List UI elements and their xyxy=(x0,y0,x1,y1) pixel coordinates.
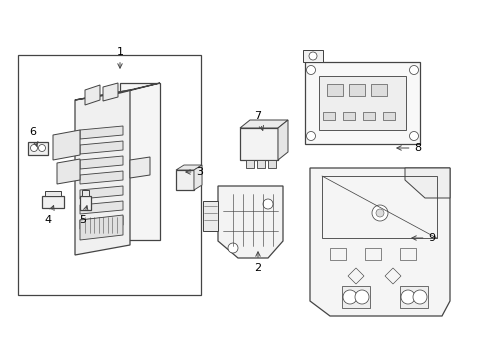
Bar xyxy=(305,62,419,144)
Polygon shape xyxy=(75,83,160,100)
Circle shape xyxy=(39,144,45,152)
Polygon shape xyxy=(57,159,80,184)
Text: 7: 7 xyxy=(254,111,263,130)
Polygon shape xyxy=(103,83,118,101)
Bar xyxy=(362,112,374,120)
Circle shape xyxy=(375,209,383,217)
Circle shape xyxy=(306,66,315,75)
Polygon shape xyxy=(82,190,89,196)
Polygon shape xyxy=(85,85,100,105)
Bar xyxy=(326,84,342,96)
Polygon shape xyxy=(80,141,123,154)
Polygon shape xyxy=(130,157,150,178)
Polygon shape xyxy=(309,168,449,316)
Polygon shape xyxy=(399,286,427,308)
Polygon shape xyxy=(80,186,123,199)
Polygon shape xyxy=(257,160,264,168)
Polygon shape xyxy=(176,165,202,170)
Text: 4: 4 xyxy=(44,206,54,225)
Polygon shape xyxy=(120,83,160,240)
Text: 2: 2 xyxy=(254,252,261,273)
Polygon shape xyxy=(341,286,369,308)
Polygon shape xyxy=(80,215,123,240)
Polygon shape xyxy=(240,120,287,128)
Polygon shape xyxy=(45,191,61,196)
Text: 5: 5 xyxy=(80,206,88,225)
Polygon shape xyxy=(80,201,123,214)
Circle shape xyxy=(263,199,272,209)
Bar xyxy=(342,112,354,120)
Circle shape xyxy=(308,52,316,60)
Circle shape xyxy=(227,243,238,253)
Text: 3: 3 xyxy=(185,167,203,177)
Polygon shape xyxy=(267,160,275,168)
Circle shape xyxy=(354,290,368,304)
Bar xyxy=(348,84,364,96)
Text: 6: 6 xyxy=(29,127,38,146)
Text: 8: 8 xyxy=(396,143,421,153)
Circle shape xyxy=(400,290,414,304)
Circle shape xyxy=(412,290,426,304)
Text: 9: 9 xyxy=(411,233,435,243)
Bar xyxy=(329,248,346,260)
Circle shape xyxy=(342,290,356,304)
Bar xyxy=(321,176,436,238)
Polygon shape xyxy=(53,130,80,160)
Polygon shape xyxy=(42,196,64,208)
Polygon shape xyxy=(80,126,123,139)
Bar xyxy=(399,248,415,260)
Bar xyxy=(364,248,380,260)
Text: 1: 1 xyxy=(116,47,123,68)
Circle shape xyxy=(371,205,387,221)
Bar xyxy=(318,76,405,130)
Bar xyxy=(370,84,386,96)
Polygon shape xyxy=(176,170,194,190)
Polygon shape xyxy=(303,50,323,62)
Polygon shape xyxy=(194,165,202,190)
Polygon shape xyxy=(218,186,283,258)
Polygon shape xyxy=(80,156,123,169)
Polygon shape xyxy=(80,216,123,229)
Polygon shape xyxy=(80,196,91,210)
Bar xyxy=(323,112,334,120)
Polygon shape xyxy=(75,90,130,255)
Bar xyxy=(382,112,394,120)
Bar xyxy=(18,55,201,295)
Circle shape xyxy=(30,144,38,152)
Circle shape xyxy=(408,66,418,75)
Polygon shape xyxy=(80,171,123,184)
Polygon shape xyxy=(28,142,48,155)
Polygon shape xyxy=(278,120,287,160)
Polygon shape xyxy=(404,168,449,198)
Polygon shape xyxy=(240,128,278,160)
Polygon shape xyxy=(203,201,218,231)
Polygon shape xyxy=(245,160,253,168)
Circle shape xyxy=(408,131,418,140)
Circle shape xyxy=(306,131,315,140)
